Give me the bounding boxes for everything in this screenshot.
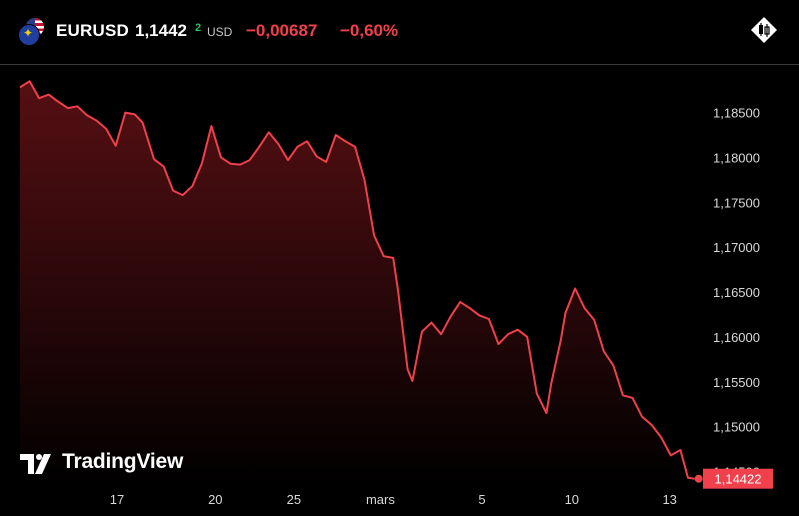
x-tick-label: 17 — [110, 492, 124, 507]
currency-label: USD — [207, 25, 233, 39]
tradingview-logo-icon — [20, 454, 51, 474]
x-tick-label: 13 — [662, 492, 676, 507]
y-tick-label: 1,15000 — [713, 420, 760, 435]
price-value: 1,1442 — [135, 21, 187, 40]
y-tick-label: 1,16000 — [713, 330, 760, 345]
x-tick-label: 10 — [565, 492, 579, 507]
price-chart[interactable]: 1,18500 1,18000 1,17500 1,17000 1,16500 1,160… — [0, 65, 799, 516]
y-tick-label: 1,15500 — [713, 375, 760, 390]
last-price-badge — [703, 468, 773, 489]
y-tick-label: 1,18000 — [713, 150, 760, 165]
y-tick-label: 1,17000 — [713, 240, 760, 255]
symbol-label[interactable]: EURUSD — [56, 21, 129, 40]
y-tick-label: 1,17500 — [713, 195, 760, 210]
eu-flag-icon — [18, 24, 40, 46]
tradingview-logo[interactable]: TradingView — [20, 447, 200, 477]
tradingview-logo-text: TradingView — [62, 450, 184, 473]
header-divider — [0, 64, 799, 65]
y-tick-label: 1,18500 — [713, 106, 760, 121]
eu-us-flags-icon — [18, 17, 48, 46]
last-price-dot — [694, 474, 703, 483]
last-price-label: 1,14422 — [715, 472, 762, 487]
x-tick-label: 25 — [287, 492, 301, 507]
price-series-line — [19, 80, 695, 480]
price-change: −0,00687 — [246, 21, 318, 40]
y-tick-label: 1,16500 — [713, 285, 760, 300]
price-change-percent: −0,60% — [340, 21, 399, 40]
price-superscript: 2 — [195, 22, 202, 34]
price-area-fill — [20, 81, 695, 485]
chart-type-button[interactable] — [749, 15, 779, 45]
candlestick-icon — [751, 17, 777, 43]
x-tick-label: 20 — [208, 492, 222, 507]
x-tick-label: mars — [366, 492, 395, 507]
x-tick-label: 5 — [478, 492, 485, 507]
header-bar: EURUSD 1,1442 2 USD −0,00687 −0,60% — [0, 0, 799, 64]
